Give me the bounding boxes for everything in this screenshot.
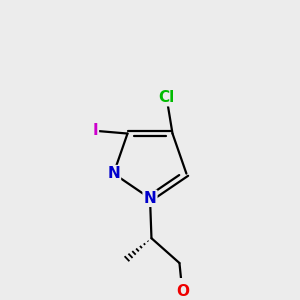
Text: O: O [176,284,189,299]
Text: N: N [107,166,120,181]
Text: N: N [144,191,156,206]
Text: Cl: Cl [158,90,175,105]
Text: I: I [92,123,98,138]
